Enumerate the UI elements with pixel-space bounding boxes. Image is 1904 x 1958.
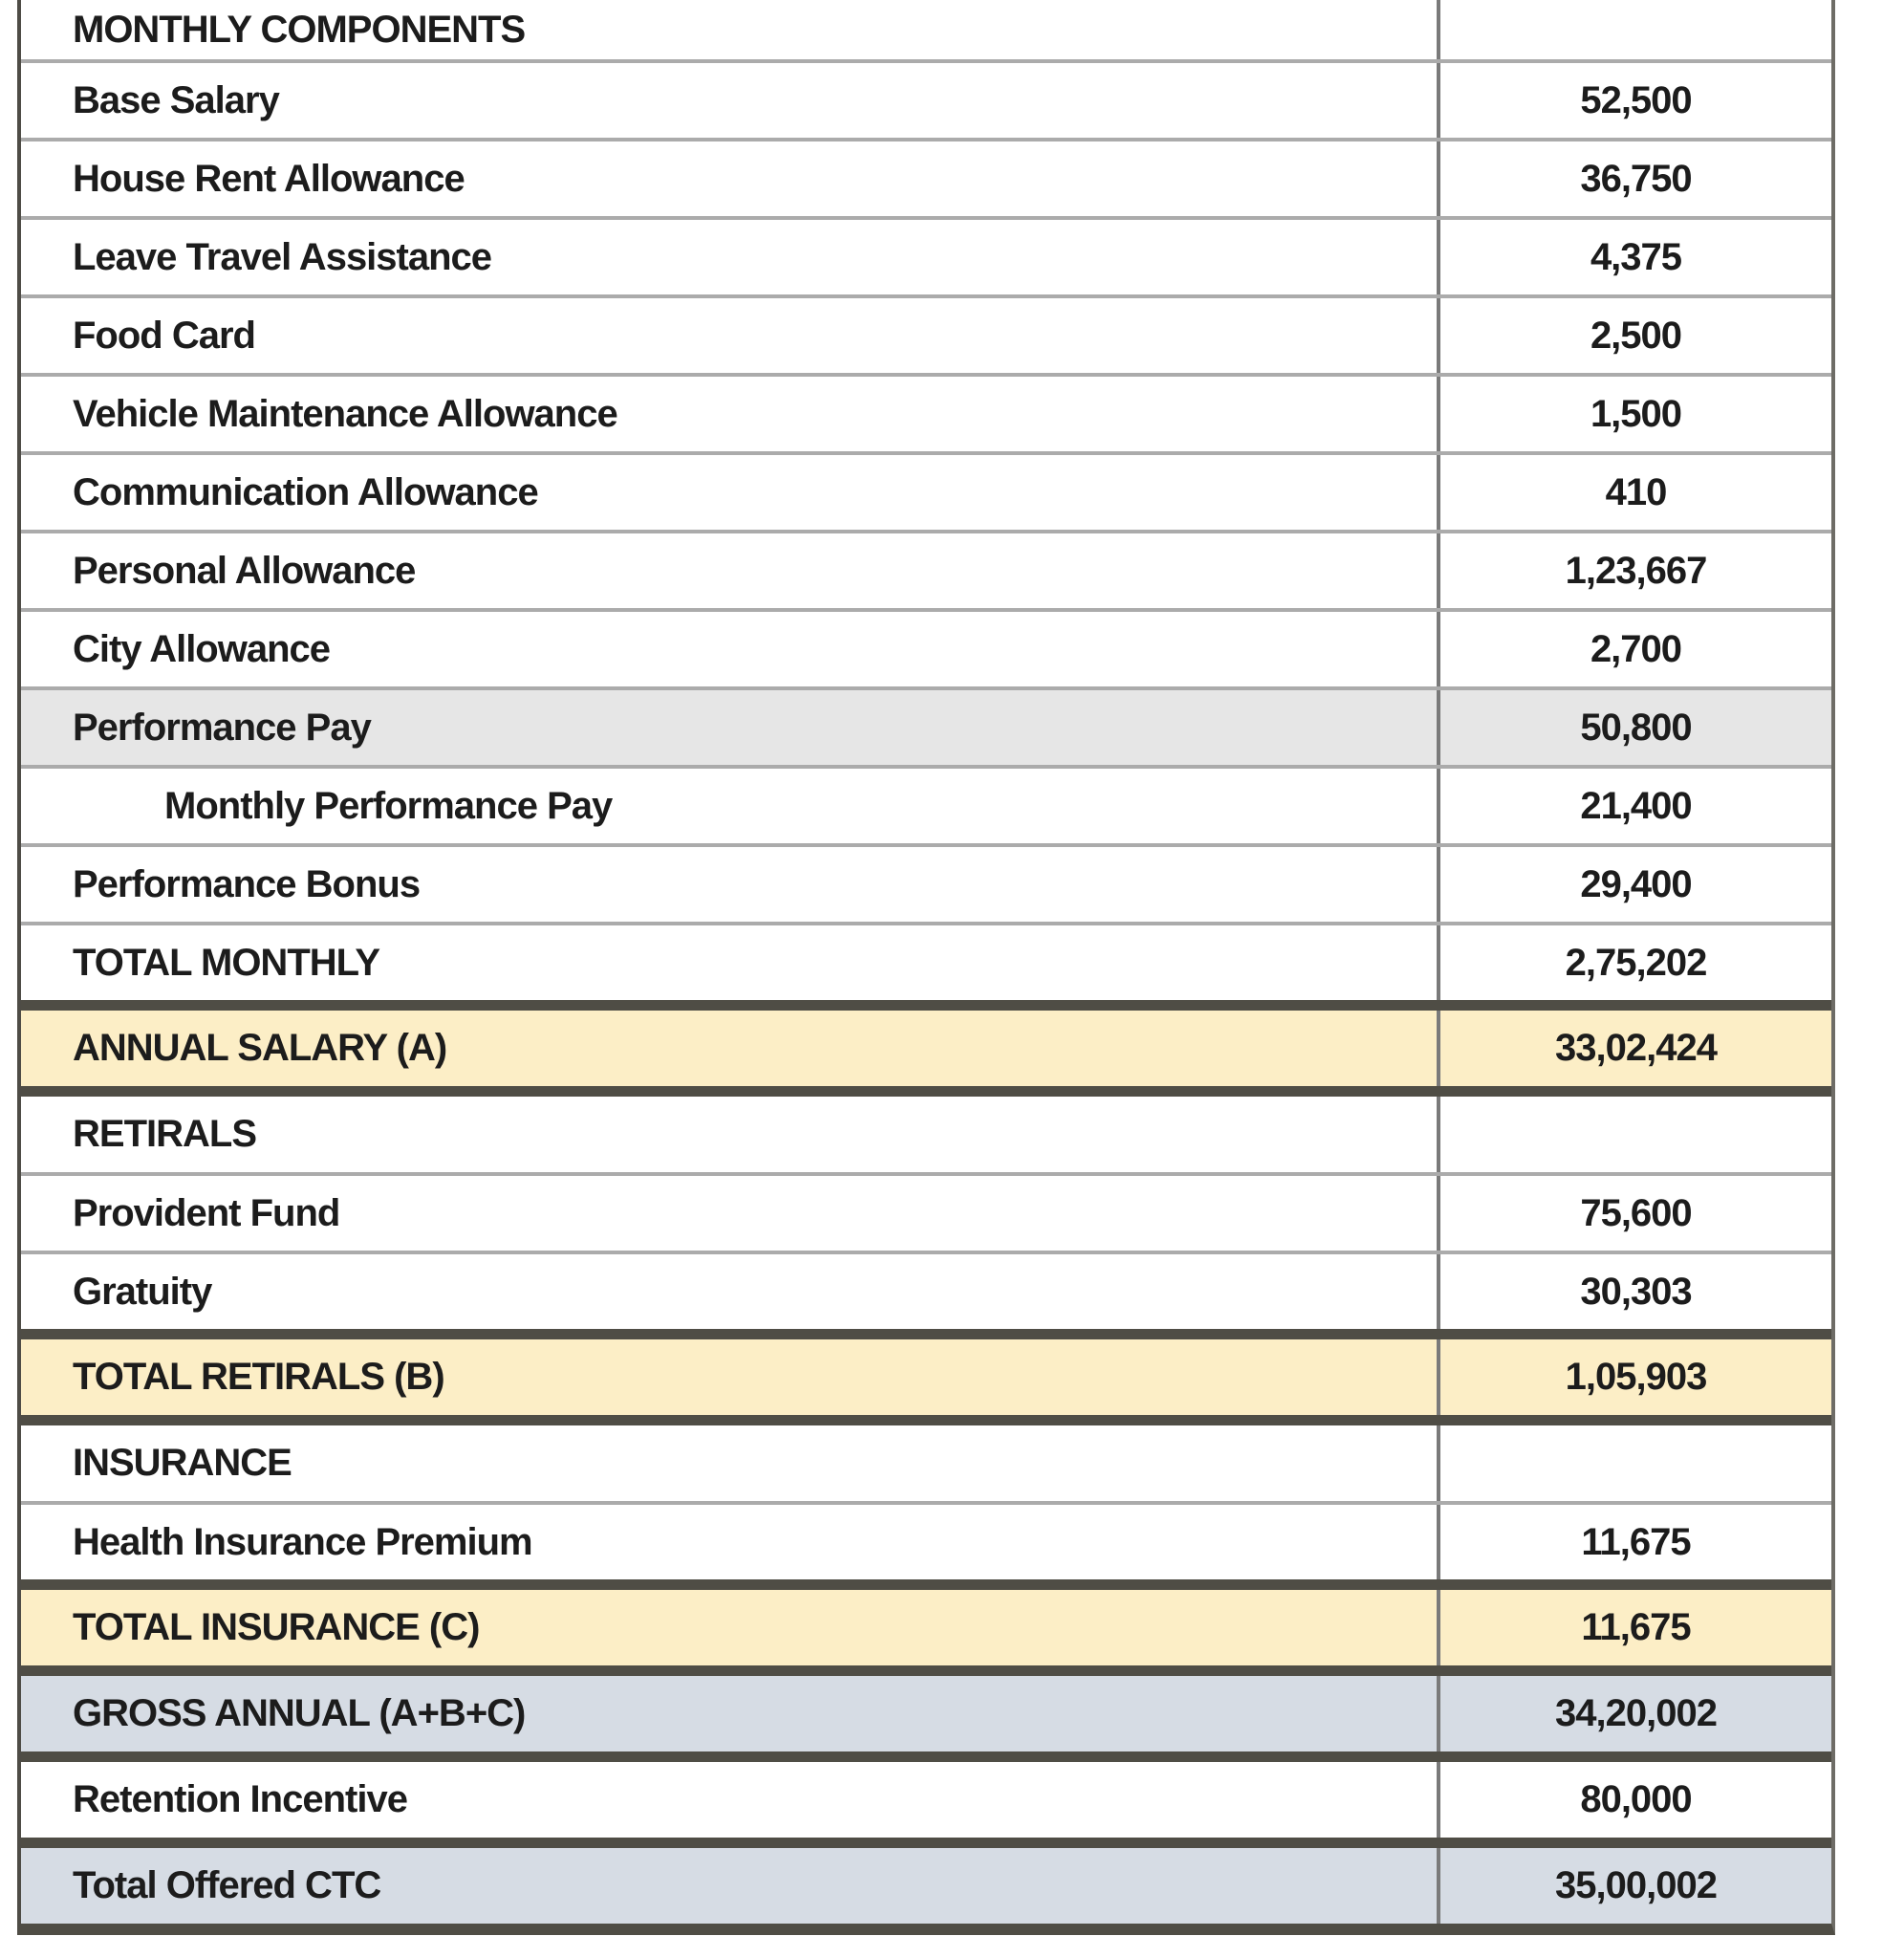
table-row: Provident Fund 75,600 [21,1172,1831,1251]
row-value: 36,750 [1437,141,1831,216]
row-label: Health Insurance Premium [73,1520,533,1563]
row-value [1437,1097,1831,1172]
row-label: TOTAL RETIRALS (B) [73,1356,445,1398]
row-label: Provident Fund [73,1191,340,1234]
row-label: Base Salary [73,78,280,121]
row-label: INSURANCE [73,1442,292,1484]
table-row: TOTAL INSURANCE (C) 11,675 [21,1579,1831,1665]
table-row: City Allowance 2,700 [21,608,1831,686]
row-label: ANNUAL SALARY (A) [73,1027,447,1069]
table-row: Vehicle Maintenance Allowance 1,500 [21,373,1831,451]
table-row: Communication Allowance 410 [21,451,1831,530]
row-value [1437,1425,1831,1501]
row-label: Retention Incentive [73,1778,408,1820]
row-value: 33,02,424 [1437,1011,1831,1086]
row-value: 2,700 [1437,612,1831,686]
row-label: RETIRALS [73,1113,257,1155]
row-label: MONTHLY COMPONENTS [73,8,526,51]
table-row: Retention Incentive 80,000 [21,1751,1831,1838]
table-row: Health Insurance Premium 11,675 [21,1501,1831,1579]
row-value [1437,0,1831,59]
row-label: Vehicle Maintenance Allowance [73,392,618,435]
row-label: City Allowance [73,627,331,670]
row-value: 29,400 [1437,847,1831,922]
table-row: Total Offered CTC 35,00,002 [21,1838,1831,1924]
table-row: House Rent Allowance 36,750 [21,138,1831,216]
row-label: Food Card [73,314,256,357]
table-row: TOTAL RETIRALS (B) 1,05,903 [21,1329,1831,1415]
row-value: 11,675 [1437,1505,1831,1579]
table-row: INSURANCE [21,1415,1831,1501]
row-label: GROSS ANNUAL (A+B+C) [73,1692,526,1734]
table-row: Personal Allowance 1,23,667 [21,530,1831,608]
table-row: ANNUAL SALARY (A) 33,02,424 [21,1000,1831,1086]
row-label: Personal Allowance [73,549,416,592]
table-row: Performance Bonus 29,400 [21,843,1831,922]
table-row: Food Card 2,500 [21,294,1831,373]
row-value: 2,75,202 [1437,925,1831,1000]
table-row: GROSS ANNUAL (A+B+C) 34,20,002 [21,1665,1831,1751]
row-label: Total Offered CTC [73,1864,381,1906]
table-row: MONTHLY COMPONENTS [21,0,1831,59]
table-row: Gratuity 30,303 [21,1251,1831,1329]
salary-structure-table: MONTHLY COMPONENTS Base Salary 52,500 House… [17,0,1835,1935]
row-value: 34,20,002 [1437,1676,1831,1751]
row-label: Gratuity [73,1270,212,1313]
row-value: 4,375 [1437,220,1831,294]
row-value: 410 [1437,455,1831,530]
row-label: TOTAL INSURANCE (C) [73,1606,480,1648]
row-value: 2,500 [1437,298,1831,373]
table-row: Leave Travel Assistance 4,375 [21,216,1831,294]
row-value: 1,23,667 [1437,533,1831,608]
row-value: 21,400 [1437,769,1831,843]
table-row: Monthly Performance Pay 21,400 [21,765,1831,843]
row-label: Monthly Performance Pay [164,784,613,827]
row-value: 1,500 [1437,377,1831,451]
row-value: 80,000 [1437,1762,1831,1838]
table-row: RETIRALS [21,1086,1831,1172]
table-row: Base Salary 52,500 [21,59,1831,138]
row-value: 35,00,002 [1437,1848,1831,1924]
row-label: House Rent Allowance [73,157,465,200]
table-row: Performance Pay 50,800 [21,686,1831,765]
row-label: Performance Bonus [73,862,421,905]
row-label: TOTAL MONTHLY [73,941,380,984]
table-row: TOTAL MONTHLY 2,75,202 [21,922,1831,1000]
row-value: 30,303 [1437,1254,1831,1329]
row-value: 50,800 [1437,690,1831,765]
row-value: 11,675 [1437,1590,1831,1665]
row-label: Communication Allowance [73,470,539,513]
row-label: Leave Travel Assistance [73,235,492,278]
row-value: 52,500 [1437,63,1831,138]
row-label: Performance Pay [73,706,372,749]
row-value: 1,05,903 [1437,1339,1831,1415]
row-value: 75,600 [1437,1176,1831,1251]
